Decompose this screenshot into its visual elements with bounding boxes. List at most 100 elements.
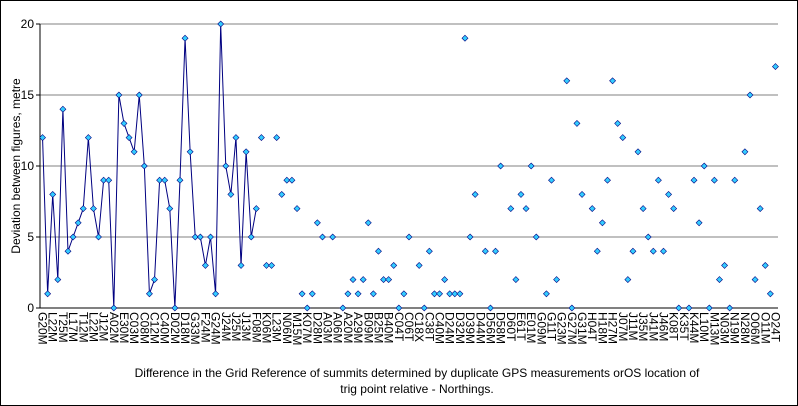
data-point — [446, 290, 454, 298]
x-tick-label: M15M — [290, 312, 304, 345]
data-point — [573, 119, 581, 127]
x-tick-label: D24M — [443, 312, 457, 344]
data-point — [553, 276, 561, 284]
data-point — [125, 134, 133, 142]
data-point — [247, 233, 255, 241]
x-tick-label: C08M — [137, 312, 151, 344]
x-tick-label: A03M — [321, 312, 335, 343]
data-point — [390, 261, 398, 269]
data-point — [522, 205, 530, 213]
data-point — [44, 290, 52, 298]
x-tick-label: C38T — [422, 312, 436, 342]
x-tick-label: A20M — [341, 312, 355, 343]
data-point — [649, 247, 657, 255]
y-tick-label: 20 — [21, 17, 35, 31]
data-point — [588, 205, 596, 213]
data-point — [751, 276, 759, 284]
data-point — [654, 176, 662, 184]
data-point — [385, 276, 393, 284]
data-point — [441, 276, 449, 284]
x-tick-label: G11T — [545, 312, 559, 342]
data-point — [166, 205, 174, 213]
data-point — [130, 148, 138, 156]
data-point — [186, 148, 194, 156]
x-tick-label: G23M — [555, 312, 569, 345]
data-point — [456, 290, 464, 298]
x-tick-label: E01M — [524, 312, 538, 343]
data-point — [761, 261, 769, 269]
data-point — [400, 290, 408, 298]
x-tick-label: E30M — [117, 312, 131, 343]
data-point — [171, 304, 179, 312]
data-point — [283, 176, 291, 184]
data-point — [222, 162, 230, 170]
data-point — [308, 290, 316, 298]
x-tick-label: L22M — [46, 312, 60, 342]
x-tick-label: G33M — [188, 312, 202, 345]
data-point — [512, 276, 520, 284]
data-point — [268, 261, 276, 269]
x-tick-label: F08M — [249, 312, 263, 343]
x-tick-label: N28M — [738, 312, 752, 344]
data-point — [227, 190, 235, 198]
x-tick-label: F24M — [198, 312, 212, 343]
x-tick-label: G24M — [209, 312, 223, 345]
data-point — [298, 290, 306, 298]
data-point — [624, 276, 632, 284]
data-point — [196, 233, 204, 241]
data-point — [344, 290, 352, 298]
data-point — [772, 63, 779, 71]
data-point — [487, 304, 494, 312]
x-tick-label: C03M — [127, 312, 141, 344]
data-point — [604, 176, 611, 184]
x-tick-label: L22M — [86, 312, 100, 342]
x-tick-label: H18M — [595, 312, 609, 344]
data-point — [451, 290, 459, 298]
x-tick-label: B25M — [371, 312, 385, 343]
y-tick-label: 10 — [21, 159, 35, 173]
data-point — [598, 219, 606, 227]
data-point — [527, 162, 535, 170]
x-tick-label: C40M — [433, 312, 447, 344]
data-point — [614, 119, 622, 127]
data-point — [303, 304, 311, 312]
x-tick-label: L10M — [697, 312, 711, 342]
x-tick-label: D28M — [310, 312, 324, 344]
x-tick-label: J35M — [636, 312, 650, 341]
data-point — [90, 205, 97, 213]
data-point — [263, 261, 270, 269]
data-point — [548, 176, 555, 184]
y-axis-label: Deviation between figures, metre — [9, 78, 23, 254]
x-tick-label: K07M — [300, 312, 314, 343]
x-tick-label: H27M — [606, 312, 620, 344]
data-point — [436, 290, 443, 298]
data-point — [339, 304, 347, 312]
data-point — [578, 190, 586, 198]
data-point — [731, 176, 739, 184]
data-point — [420, 304, 428, 312]
x-tick-label: E61T — [514, 312, 528, 341]
x-tick-label: D39M — [463, 312, 477, 344]
y-tick-label: 5 — [27, 230, 34, 244]
data-point — [675, 304, 683, 312]
x-axis-label: Difference in the Grid Reference of summ… — [135, 366, 700, 380]
data-point — [685, 304, 693, 312]
x-axis-label: trig point relative - Northings. — [340, 382, 493, 396]
data-point — [293, 205, 301, 213]
x-tick-label: L17M — [66, 312, 80, 342]
data-point — [151, 276, 158, 284]
x-tick-label: J13M — [239, 312, 253, 341]
x-tick-label: C04T — [392, 312, 406, 342]
data-point — [237, 261, 245, 269]
data-point — [710, 176, 718, 184]
data-point — [670, 205, 678, 213]
x-tick-label: D02M — [168, 312, 182, 344]
x-tick-label: O24T — [768, 312, 782, 343]
data-point — [695, 219, 703, 227]
data-point — [232, 134, 240, 142]
data-point — [161, 176, 169, 184]
data-point — [431, 290, 438, 298]
x-tick-label: C06T — [402, 312, 416, 342]
x-tick-label: N06M — [280, 312, 294, 344]
data-point — [395, 304, 403, 312]
